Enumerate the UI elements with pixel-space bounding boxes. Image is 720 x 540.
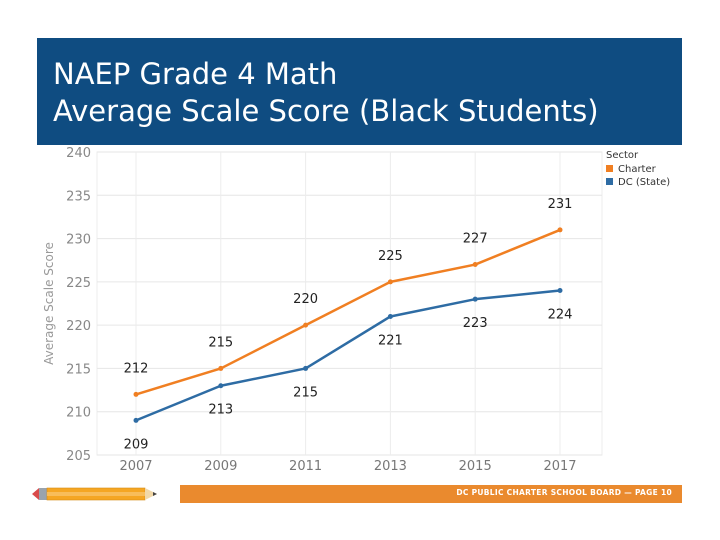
axes: 205 210 215 220 225 230 235 240 2007 2009 2011 2013…: [42, 146, 577, 474]
footer-text: DC PUBLIC CHARTER SCHOOL BOARD — PAGE 10: [456, 488, 672, 497]
title-line-1: NAEP Grade 4 Math: [53, 57, 338, 91]
grid: [96, 151, 603, 456]
series-line-charter: [135, 228, 561, 396]
data-point: [387, 279, 393, 285]
data-label: 231: [548, 197, 573, 212]
data-label: 221: [378, 333, 403, 348]
x-tick-label: 2013: [374, 459, 407, 474]
legend-title: Sector: [606, 150, 639, 161]
x-tick-label: 2009: [204, 459, 237, 474]
legend-entry-label: DC (State): [618, 177, 670, 188]
title-line-2: Average Scale Score (Black Students): [53, 94, 599, 128]
data-label: 220: [293, 292, 318, 307]
x-tick-label: 2015: [459, 459, 492, 474]
y-axis-label: Average Scale Score: [42, 242, 56, 365]
pencil-icon: [32, 487, 157, 501]
footer-bar: DC PUBLIC CHARTER SCHOOL BOARD — PAGE 10: [180, 485, 682, 503]
x-tick-label: 2017: [543, 459, 576, 474]
data-label: 227: [463, 232, 488, 247]
y-tick-label: 225: [66, 276, 91, 291]
legend: Sector Charter DC (State): [606, 150, 670, 188]
data-point: [472, 296, 478, 302]
data-point: [472, 262, 478, 268]
data-point: [387, 313, 393, 319]
legend-entry-label: Charter: [618, 164, 657, 175]
data-label: 215: [208, 335, 233, 350]
data-label: 225: [378, 249, 403, 264]
data-point: [218, 383, 224, 389]
y-tick-label: 235: [66, 189, 91, 204]
data-label: 224: [548, 308, 573, 323]
y-tick-label: 230: [66, 233, 91, 248]
data-label: 223: [463, 316, 488, 331]
data-point: [133, 417, 139, 423]
data-labels: 212 215 220 225 227 231 209 213 215 221 223 224: [124, 197, 573, 452]
data-label: 215: [293, 385, 318, 400]
y-tick-label: 240: [66, 146, 91, 161]
y-tick-label: 210: [66, 406, 91, 421]
data-label: 212: [124, 361, 149, 376]
data-point: [303, 322, 309, 328]
data-point: [133, 391, 139, 397]
data-point: [303, 365, 309, 371]
data-point: [557, 227, 563, 233]
legend-swatch: [606, 165, 613, 172]
data-point: [557, 288, 563, 294]
data-point: [218, 365, 224, 371]
series-lines: [133, 227, 563, 423]
legend-swatch: [606, 178, 613, 185]
y-tick-label: 205: [66, 449, 91, 464]
x-tick-label: 2011: [289, 459, 322, 474]
data-label: 209: [124, 437, 149, 452]
title-banner: NAEP Grade 4 Math Average Scale Score (B…: [37, 38, 682, 145]
x-tick-label: 2007: [119, 459, 152, 474]
y-tick-label: 220: [66, 319, 91, 334]
series-line-dc-state-: [135, 289, 561, 422]
y-tick-label: 215: [66, 362, 91, 377]
data-label: 213: [208, 403, 233, 418]
